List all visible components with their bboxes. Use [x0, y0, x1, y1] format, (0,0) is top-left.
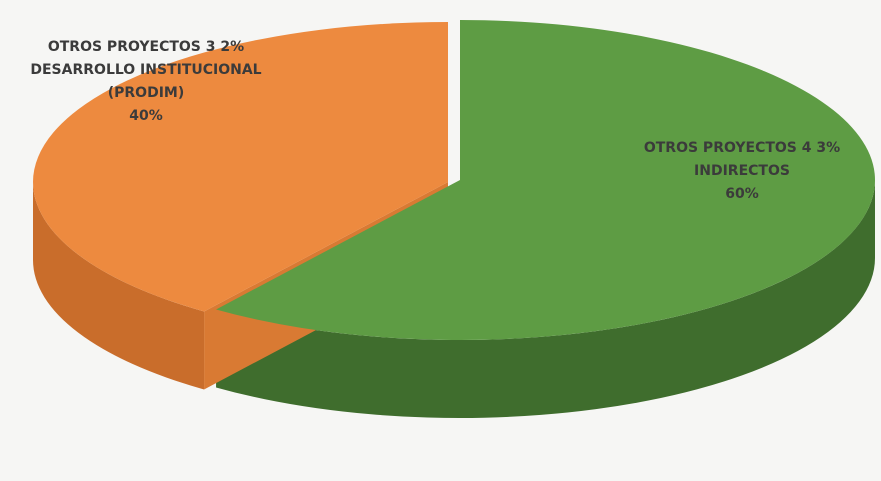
- pie-side-desarrollo: [33, 182, 205, 390]
- pie-slice-indirectos: [216, 20, 876, 341]
- slice-label-indirectos-name: INDIRECTOS: [694, 163, 790, 179]
- slice-label-indirectos-category: OTROS PROYECTOS 4 3%: [644, 140, 840, 156]
- pie-tops: [33, 20, 876, 341]
- slice-label-prodim-name-line2: (PRODIM): [108, 85, 185, 101]
- slice-label-prodim-category: OTROS PROYECTOS 3 2%: [48, 39, 244, 55]
- slice-label-indirectos-percent: 60%: [725, 186, 759, 202]
- pie-slice-desarrollo: [33, 22, 448, 312]
- slice-label-prodim-percent: 40%: [129, 108, 163, 124]
- pie-side-indirectos: [216, 180, 876, 419]
- slice-label-prodim-name: DESARROLLO INSTITUCIONAL: [30, 62, 261, 78]
